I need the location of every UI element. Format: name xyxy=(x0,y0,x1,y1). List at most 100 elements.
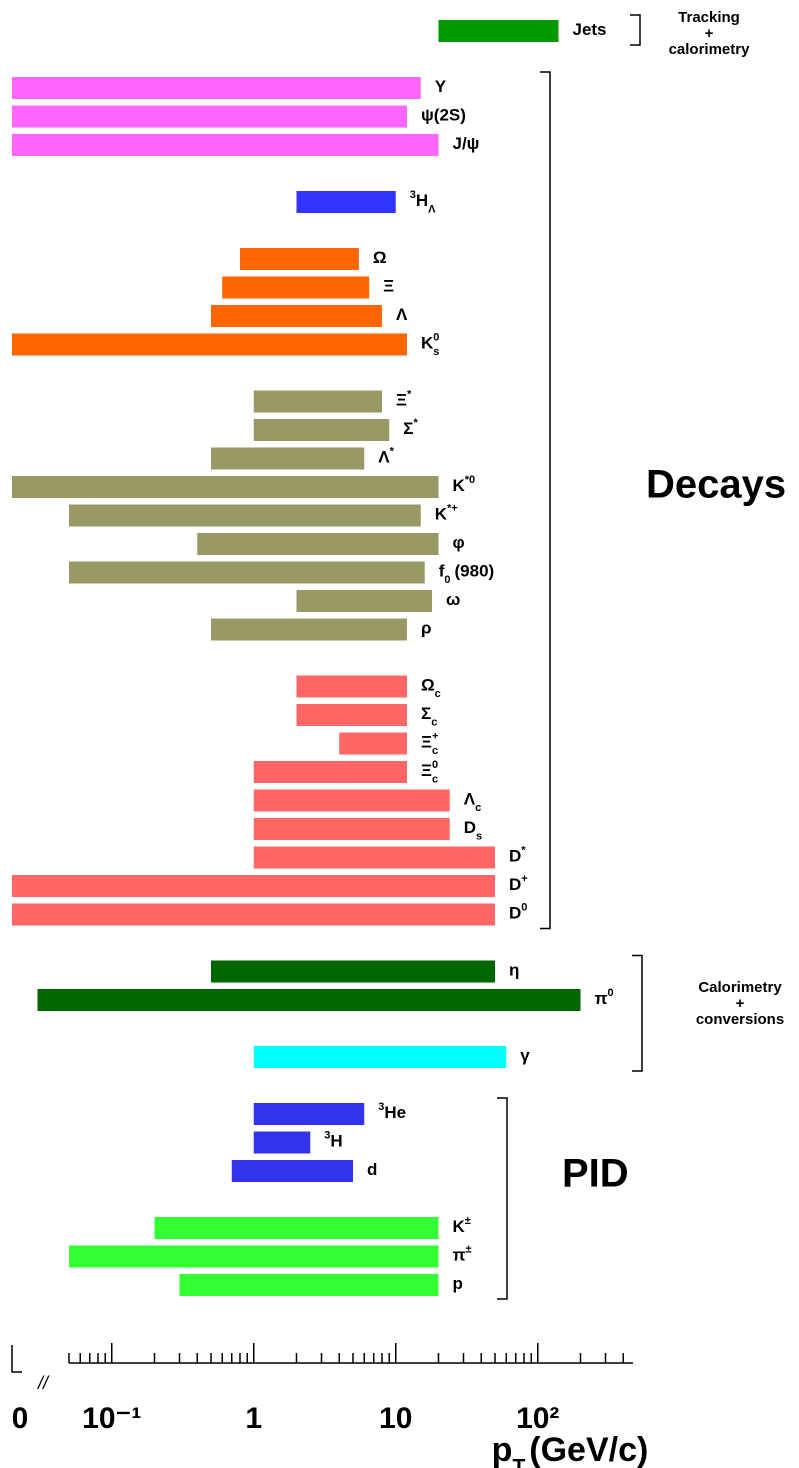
bar-label-text: φ xyxy=(452,533,464,552)
group-label: Tracking xyxy=(678,9,740,26)
bar-label-text: Λ xyxy=(464,790,476,809)
bar-label-sup: + xyxy=(432,731,438,743)
x-tick-label: 10 xyxy=(379,1402,412,1435)
bar-label: K*0 xyxy=(452,474,475,495)
bar-label: Ξ* xyxy=(396,389,412,410)
bar-label-text: ρ xyxy=(421,619,432,638)
bar-label: η xyxy=(509,961,519,980)
bar xyxy=(12,105,407,128)
bar-label-sub: 0 xyxy=(444,574,450,586)
bar-label-text: γ xyxy=(520,1046,530,1065)
bar-label: D+ xyxy=(509,873,528,894)
bar-label: Ξ0 c xyxy=(421,759,438,785)
bar xyxy=(69,1245,439,1268)
bar xyxy=(211,447,365,470)
bar-label-sup: 0 xyxy=(433,332,439,344)
bar xyxy=(222,276,370,299)
bar-label-sup: * xyxy=(407,389,412,401)
bar-label-sub: c xyxy=(432,745,438,757)
bar-label-text: K xyxy=(421,334,434,353)
group-label: calorimetry xyxy=(669,41,751,58)
bar xyxy=(253,818,450,840)
bar-label-sup: + xyxy=(521,873,527,885)
bar-label-text: D xyxy=(509,875,521,894)
bar-label-sub: c xyxy=(431,717,437,729)
bar-label: Jets xyxy=(572,20,606,39)
bar-label-text: D xyxy=(464,818,476,837)
bar-label: Σ* xyxy=(403,417,418,438)
group-label: PID xyxy=(562,1152,629,1196)
bar-label-sup: * xyxy=(521,845,526,857)
bar-label-sup: ± xyxy=(465,1215,471,1227)
bar-label: Λc xyxy=(464,790,481,814)
bar xyxy=(69,561,425,584)
bar-label: f0 (980) xyxy=(439,562,494,586)
bar-label: ψ(2S) xyxy=(421,106,466,125)
bar-label: ω xyxy=(446,590,460,609)
bar xyxy=(154,1217,439,1239)
group-label: + xyxy=(705,25,714,42)
bar xyxy=(211,960,495,983)
bar-label: Ξ+ c xyxy=(421,731,438,757)
bar-label: γ xyxy=(520,1046,530,1065)
bar xyxy=(339,732,407,755)
bar-label-sub: c xyxy=(475,802,481,814)
bar-label: Ds xyxy=(464,818,482,842)
bar-label-sub: Λ xyxy=(428,204,436,216)
bar xyxy=(12,476,439,498)
bar-label-sub: s xyxy=(476,831,482,843)
bar-label-sup: *+ xyxy=(447,503,458,515)
bar-label: ρ xyxy=(421,619,432,638)
group-bracket xyxy=(632,954,643,1072)
bar-label-text: Ω xyxy=(421,676,435,695)
bar-label: φ xyxy=(452,533,464,552)
bar xyxy=(438,20,559,42)
x-tick-label: 10⁻¹ xyxy=(82,1402,141,1435)
bar xyxy=(253,1103,365,1125)
bar-label-text: p xyxy=(452,1274,462,1293)
x-axis-title: pT (GeV/c) xyxy=(492,1431,649,1468)
bar xyxy=(12,333,407,356)
group-label: Calorimetry xyxy=(698,979,782,996)
bar-label-text: K xyxy=(452,476,465,495)
group-label: Decays xyxy=(646,463,786,507)
bar-label: 3HΛ xyxy=(410,189,436,215)
bar xyxy=(296,675,407,698)
bar-label-text: H xyxy=(416,191,428,210)
bar-label-post: (980) xyxy=(455,562,495,581)
bar-label: d xyxy=(367,1160,377,1179)
bar-label-text: D xyxy=(509,904,521,923)
group-bracket xyxy=(540,71,551,930)
bar-label: Ω xyxy=(373,248,387,267)
bar-label-pre: 3 xyxy=(410,189,416,201)
bar xyxy=(253,1046,507,1068)
bar-label-text: Ω xyxy=(373,248,387,267)
axis-break: // xyxy=(36,1373,50,1393)
bar-label: p xyxy=(452,1274,462,1293)
bar-label-text: π xyxy=(594,989,607,1008)
bar xyxy=(12,903,495,926)
bar-label: π0 xyxy=(594,987,613,1008)
bar-label: Υ xyxy=(435,77,447,96)
bar xyxy=(296,191,396,213)
bar xyxy=(231,1160,353,1182)
bar xyxy=(211,305,382,327)
group-bracket xyxy=(630,14,641,46)
bar-label-sub: c xyxy=(435,688,441,700)
bar xyxy=(253,761,407,783)
bar-label-sup: * xyxy=(413,417,418,429)
bar xyxy=(253,419,390,441)
bar-label-text: Υ xyxy=(435,77,447,96)
bar xyxy=(239,248,359,270)
bar xyxy=(12,875,495,897)
bar xyxy=(296,704,407,726)
bar-label: D0 xyxy=(509,902,527,923)
bar xyxy=(253,390,382,413)
bar-label: K0 s xyxy=(421,332,439,358)
bar xyxy=(253,846,495,869)
bar-label-pre: 3 xyxy=(378,1101,384,1113)
bar-label-text: π xyxy=(452,1246,465,1265)
x-tick-label: 0 xyxy=(12,1402,29,1435)
x-tick-label: 1 xyxy=(245,1402,262,1435)
